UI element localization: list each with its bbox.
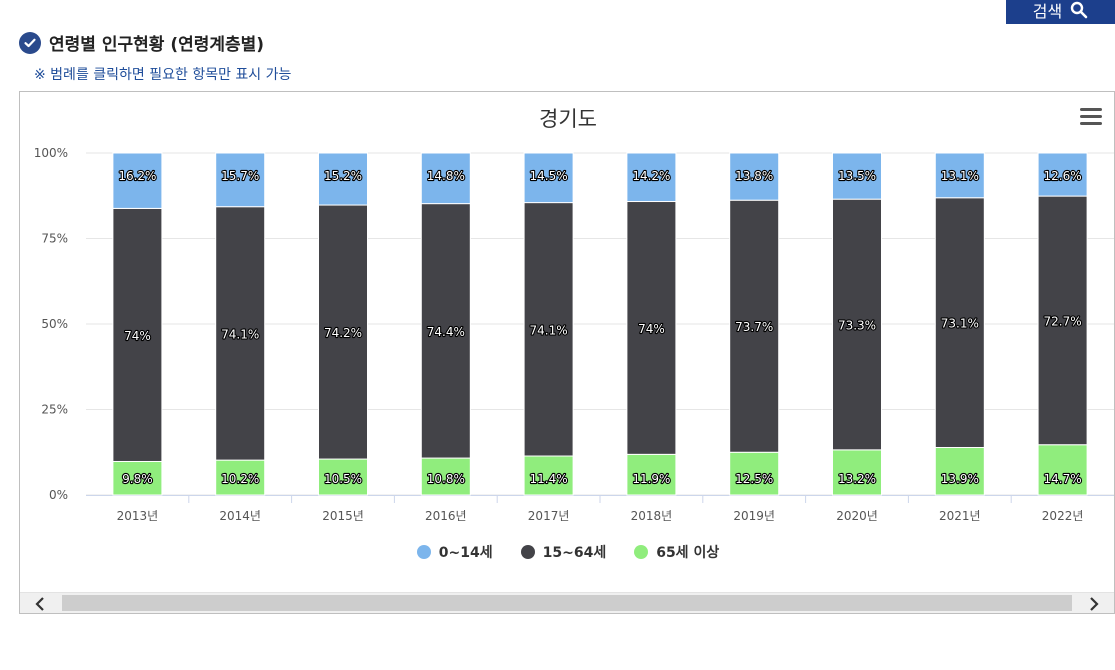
page-title: 연령별 인구현황 (연령계층별): [49, 35, 265, 55]
bar-segment: [523, 202, 574, 457]
bar-segment: [832, 152, 882, 200]
data-label: 11.4%: [530, 472, 568, 486]
legend-hint-text: ※ 범례를 클릭하면 필요한 항목만 표시 가능: [34, 67, 292, 83]
bar-segment: [729, 152, 780, 201]
data-label: 73.1%: [941, 317, 979, 331]
bar-segment: [934, 447, 985, 496]
data-label: 74%: [638, 322, 665, 336]
scroll-thumb[interactable]: [62, 595, 1072, 611]
legend-dot-icon: [416, 545, 431, 559]
bar-segment: [626, 152, 677, 203]
bar-segment: [729, 199, 780, 453]
check-circle-icon: [19, 31, 41, 54]
legend-dot-icon: [634, 545, 649, 559]
bar-segment: [112, 152, 163, 209]
bar-segment: [420, 203, 471, 459]
bar-segment: [1037, 444, 1088, 496]
x-tick-label: 2021년: [939, 509, 981, 523]
data-label: 13.8%: [735, 169, 773, 183]
data-label: 74.2%: [324, 326, 362, 340]
data-label: 14.8%: [427, 169, 465, 183]
legend-label: 0~14세: [438, 545, 493, 561]
data-label: 14.2%: [632, 169, 670, 183]
bar-segment: [318, 204, 368, 460]
legend-item[interactable]: 65세 이상: [634, 542, 719, 562]
x-tick-label: 2017년: [528, 509, 570, 523]
scroll-right-icon[interactable]: [1074, 593, 1114, 614]
bar-segment: [215, 459, 266, 496]
chart-menu-icon[interactable]: [1080, 108, 1102, 128]
data-label: 73.3%: [838, 319, 876, 333]
scroll-left-icon[interactable]: [20, 593, 60, 614]
data-label: 12.5%: [735, 472, 773, 486]
bar-segment: [318, 458, 368, 496]
legend-item[interactable]: 15~64세: [520, 542, 607, 562]
data-label: 74.4%: [427, 325, 465, 339]
data-label: 15.2%: [324, 169, 362, 183]
data-label: 12.6%: [1044, 169, 1082, 183]
horizontal-scrollbar[interactable]: [20, 592, 1114, 613]
legend-item[interactable]: 0~14세: [416, 542, 493, 562]
x-tick-label: 2022년: [1042, 509, 1084, 523]
bar-segment: [420, 457, 471, 496]
data-label: 13.9%: [941, 472, 979, 486]
data-label: 13.1%: [941, 169, 979, 183]
chart-legend: 0~14세 15~64세 65세 이상: [20, 542, 1115, 562]
bar-segment: [934, 152, 985, 199]
data-label: 72.7%: [1044, 314, 1082, 328]
data-label: 10.8%: [427, 472, 465, 486]
bar-segment: [112, 207, 163, 462]
chart-container: 경기도 0% 25% 50% 75% 100% 9.8% 74% 16.2% 2013년 10.2…: [19, 91, 1115, 614]
y-tick-label: 75%: [41, 232, 68, 246]
bar-segment: [1037, 152, 1088, 197]
legend-dot-icon: [520, 545, 535, 559]
x-tick-label: 2013년: [117, 509, 159, 523]
x-tick-label: 2014년: [219, 509, 261, 523]
data-label: 15.7%: [221, 169, 259, 183]
bar-segment: [112, 460, 163, 496]
data-label: 74%: [124, 329, 151, 343]
data-label: 74.1%: [530, 323, 568, 337]
data-label: 14.7%: [1044, 472, 1082, 486]
data-label: 11.9%: [632, 472, 670, 486]
section-heading: 연령별 인구현황 (연령계층별): [19, 30, 264, 55]
y-tick-label: 100%: [34, 146, 68, 160]
bar-segment: [1037, 195, 1088, 446]
data-label: 74.1%: [221, 327, 259, 341]
legend-label: 65세 이상: [656, 545, 720, 561]
search-icon: [1071, 1, 1088, 19]
data-label: 14.5%: [530, 169, 568, 183]
bar-segment: [420, 152, 471, 205]
data-label: 9.8%: [122, 472, 153, 486]
y-tick-label: 25%: [41, 403, 68, 417]
stacked-bar-chart: 0% 25% 50% 75% 100% 9.8% 74% 16.2% 2013년 10.2% 74.…: [34, 146, 1114, 523]
x-tick-label: 2020년: [836, 509, 878, 523]
x-tick-label: 2018년: [631, 509, 673, 523]
bar-segment: [832, 449, 882, 496]
chart-title: 경기도: [539, 107, 597, 131]
bar-segment: [626, 201, 677, 455]
bar-segment: [626, 453, 677, 496]
y-tick-label: 0%: [49, 488, 68, 502]
y-tick-label: 50%: [41, 317, 68, 331]
data-label: 10.5%: [324, 472, 362, 486]
data-label: 13.2%: [838, 472, 876, 486]
data-label: 73.7%: [735, 320, 773, 334]
x-tick-label: 2019년: [733, 509, 775, 523]
x-tick-label: 2015년: [322, 509, 364, 523]
data-label: 13.5%: [838, 169, 876, 183]
bar-segment: [729, 451, 780, 496]
search-button-label: 검색: [1032, 2, 1063, 21]
bar-segment: [318, 152, 368, 206]
bar-segment: [832, 198, 882, 451]
legend-label: 15~64세: [542, 545, 607, 561]
bar-segment: [215, 152, 266, 208]
data-label: 16.2%: [118, 169, 156, 183]
data-label: 10.2%: [221, 472, 259, 486]
bar-segment: [523, 152, 574, 204]
x-tick-label: 2016년: [425, 509, 467, 523]
search-button[interactable]: 검색: [1006, 0, 1115, 24]
